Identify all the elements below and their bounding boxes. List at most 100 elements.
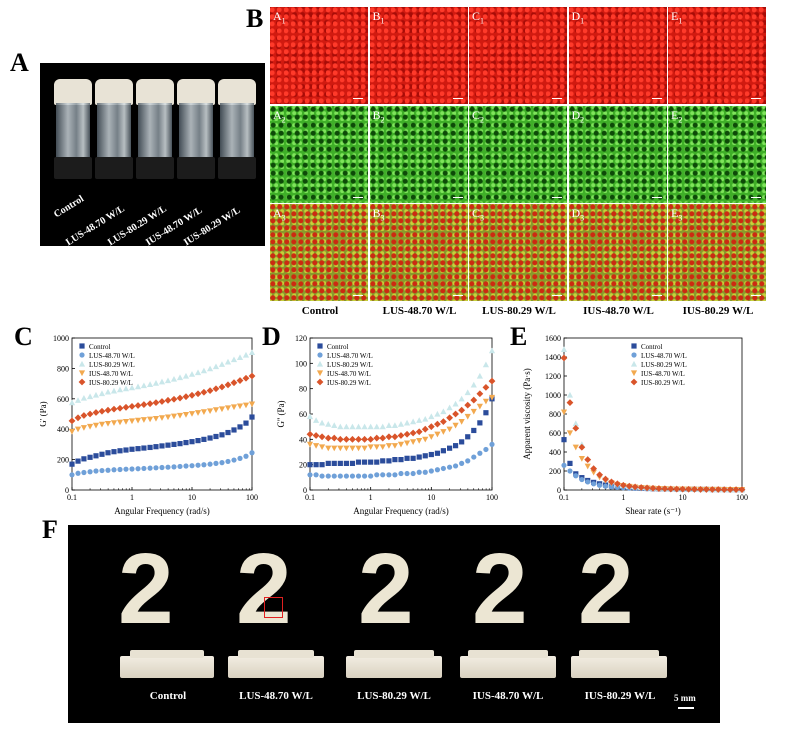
data-point xyxy=(75,458,81,464)
data-point xyxy=(392,472,398,478)
chart-e-svg: 0 200 400 600 800 1000 1200 1400 1600 0.1 1 10 100 Sh… xyxy=(522,334,748,516)
y-tick-label: 600 xyxy=(549,429,561,438)
data-point xyxy=(249,450,255,456)
data-point xyxy=(75,470,81,476)
data-point xyxy=(637,484,645,491)
data-point xyxy=(465,434,471,440)
data-point xyxy=(452,410,459,418)
data-point xyxy=(380,458,386,464)
plot-frame xyxy=(71,337,253,491)
y-tick-label: 20 xyxy=(299,461,307,470)
data-point xyxy=(231,457,237,463)
data-point xyxy=(440,408,447,415)
data-point xyxy=(649,484,657,492)
data-point xyxy=(318,419,326,426)
data-point xyxy=(422,415,429,422)
x-tick-label: 1 xyxy=(369,493,373,502)
data-point xyxy=(446,414,453,422)
data-point xyxy=(416,417,423,423)
micrograph-c2: C2 xyxy=(469,105,567,203)
micrograph-a1: A1 xyxy=(270,7,368,104)
data-point xyxy=(237,455,243,461)
data-point xyxy=(631,343,637,349)
y-tick-label: 60 xyxy=(299,410,307,419)
data-point xyxy=(379,444,386,451)
data-point xyxy=(578,443,586,451)
data-point xyxy=(129,466,135,472)
data-point xyxy=(213,433,219,440)
data-point xyxy=(325,445,332,452)
data-point xyxy=(585,479,591,485)
data-point xyxy=(404,470,410,477)
data-point xyxy=(243,420,249,426)
y-tick-label: 1000 xyxy=(53,334,69,343)
data-point xyxy=(218,383,226,391)
data-point xyxy=(122,419,130,425)
f-label-lus-48: LUS-48.70 W/L xyxy=(239,690,313,702)
x-axis-label: Shear rate (s⁻¹) xyxy=(625,506,680,516)
data-point xyxy=(560,346,568,352)
data-point xyxy=(98,421,106,428)
data-point xyxy=(129,446,135,452)
data-point xyxy=(368,459,374,465)
data-point xyxy=(212,363,220,370)
data-point xyxy=(177,441,183,447)
y-tick-label: 1000 xyxy=(545,391,561,400)
data-point xyxy=(446,404,453,411)
data-point xyxy=(325,460,331,466)
legend-label: LUS-80.29 W/L xyxy=(327,361,373,369)
data-point xyxy=(355,423,362,430)
data-point xyxy=(104,420,112,427)
data-point xyxy=(440,448,446,454)
data-point xyxy=(242,351,250,358)
data-point xyxy=(391,433,399,441)
data-point xyxy=(152,380,160,386)
data-point xyxy=(134,417,142,424)
data-point xyxy=(194,369,202,376)
data-point xyxy=(74,426,82,433)
data-point xyxy=(465,458,471,464)
data-point xyxy=(147,444,153,451)
micrograph-label: A2 xyxy=(273,107,286,124)
data-point xyxy=(316,378,324,386)
data-point xyxy=(92,409,100,416)
legend-label: IUS-48.70 W/L xyxy=(641,370,685,378)
data-point xyxy=(158,398,166,405)
y-tick-label: 600 xyxy=(57,395,69,404)
y-axis-label: Apparent viscosity (Pa·s) xyxy=(522,368,532,459)
y-tick-label: 400 xyxy=(549,448,561,457)
printed-2-ius-80: 2 xyxy=(578,533,634,645)
micrograph-scale-bar xyxy=(552,295,562,296)
scale-bar xyxy=(678,707,694,709)
data-point xyxy=(477,450,483,456)
data-point xyxy=(446,445,453,451)
data-point xyxy=(488,394,496,401)
data-point xyxy=(158,415,166,421)
data-point xyxy=(201,462,207,468)
data-point xyxy=(224,381,232,389)
data-point xyxy=(331,445,338,452)
legend-label: LUS-48.70 W/L xyxy=(89,352,135,360)
panel-f-printed-samples-photo: 2 2 2 2 2 Control LUS-48.70 W/L LUS-80.2… xyxy=(68,525,720,723)
data-point xyxy=(410,455,416,461)
data-point xyxy=(349,473,356,479)
panel-b-micrograph-grid: A1 B1 C1 D1 E1 A2 B2 C2 D2 E2 A3 B3 C3 D3 E3 xyxy=(270,7,766,302)
data-point xyxy=(482,384,490,391)
data-point xyxy=(631,352,637,358)
micrograph-d1: D1 xyxy=(568,7,667,104)
panel-c-letter: C xyxy=(14,322,33,351)
data-point xyxy=(307,462,313,468)
micrograph-label: B3 xyxy=(372,206,385,223)
data-point xyxy=(489,441,495,447)
data-point xyxy=(80,412,88,419)
data-point xyxy=(578,456,585,462)
data-point xyxy=(367,423,374,430)
data-point xyxy=(416,438,423,444)
data-point xyxy=(336,435,344,443)
data-point xyxy=(726,486,734,494)
data-point xyxy=(324,434,332,442)
data-point xyxy=(207,461,213,467)
data-point xyxy=(667,485,675,493)
data-point xyxy=(434,420,441,428)
x-tick-label: 1 xyxy=(621,493,625,502)
